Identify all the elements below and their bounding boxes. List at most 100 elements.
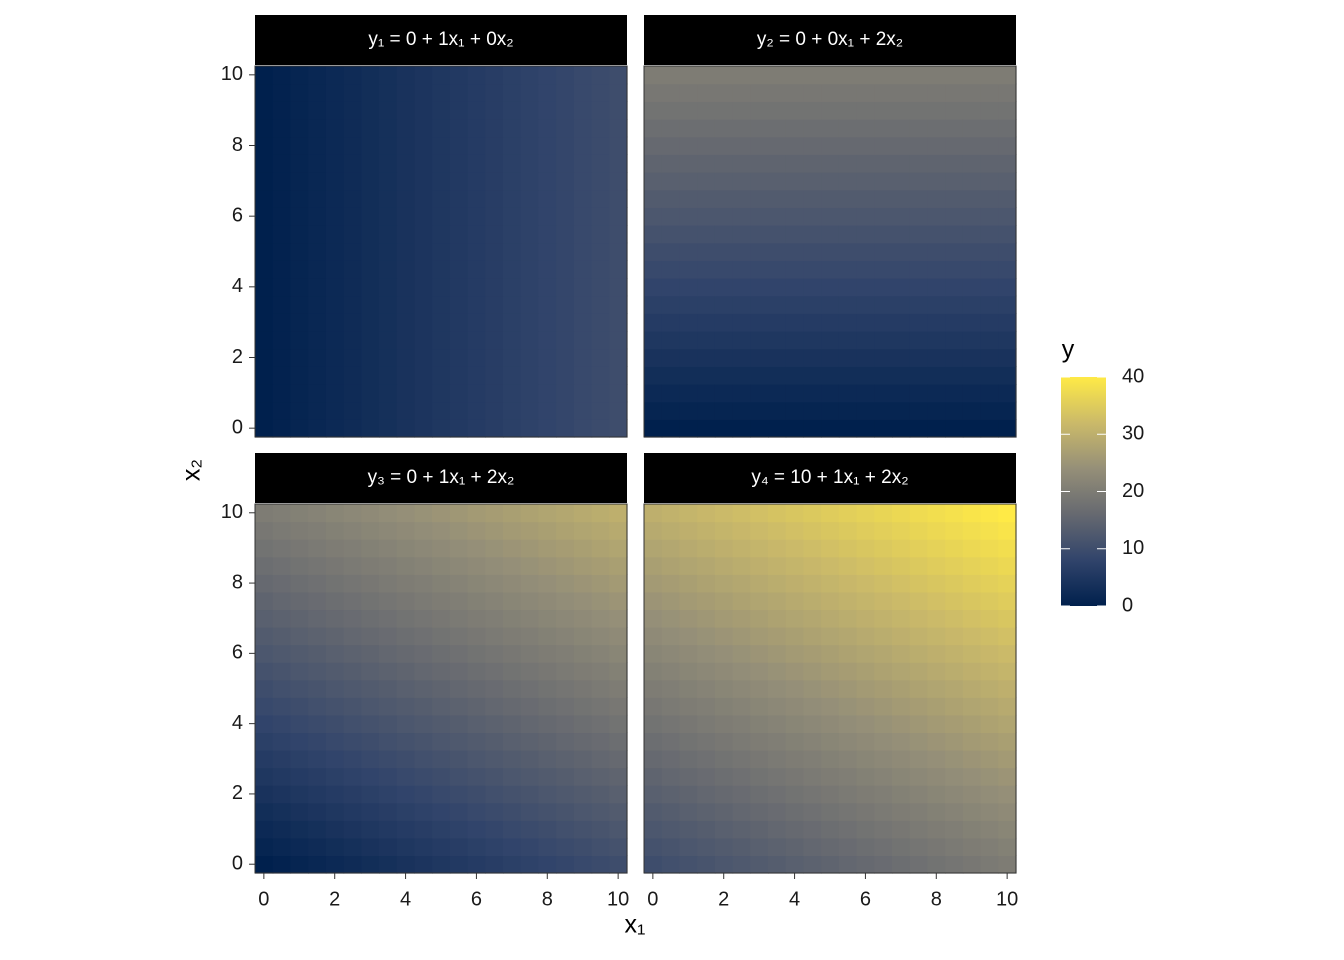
heat-tile bbox=[520, 348, 540, 367]
heat-tile bbox=[732, 504, 751, 523]
heat-tile bbox=[962, 644, 982, 663]
heat-tile bbox=[609, 785, 628, 804]
heat-tile bbox=[432, 855, 451, 874]
heat-tile bbox=[679, 225, 698, 244]
heat-tile bbox=[803, 313, 822, 332]
heat-tile bbox=[732, 644, 751, 663]
heat-tile bbox=[838, 136, 858, 155]
heat-tile bbox=[414, 189, 433, 208]
heat-tile bbox=[414, 172, 433, 191]
heat-tile bbox=[325, 119, 345, 138]
heat-tile bbox=[768, 837, 787, 857]
y-tick-label: 2 bbox=[232, 782, 243, 804]
heat-tile bbox=[609, 101, 628, 120]
heat-tile bbox=[308, 225, 327, 244]
heat-tile bbox=[732, 313, 751, 332]
heat-tile bbox=[379, 348, 398, 367]
heat-tile bbox=[538, 154, 557, 173]
heat-tile bbox=[573, 172, 593, 191]
heat-tile bbox=[714, 627, 734, 646]
heat-tile bbox=[308, 574, 327, 593]
heat-tile bbox=[750, 539, 769, 558]
heat-tile bbox=[785, 767, 805, 786]
heat-tile bbox=[821, 714, 840, 734]
heat-tile bbox=[856, 384, 875, 403]
heat-tile bbox=[503, 609, 522, 628]
heat-tile bbox=[856, 295, 875, 314]
heat-tile bbox=[714, 714, 734, 734]
heat-tile bbox=[821, 242, 840, 261]
heat-tile bbox=[308, 556, 327, 575]
heat-tile bbox=[856, 837, 875, 857]
heat-tile bbox=[750, 419, 769, 438]
heat-tile bbox=[414, 154, 433, 173]
heat-tile bbox=[661, 627, 681, 646]
heat-tile bbox=[556, 278, 575, 297]
heat-tile bbox=[644, 172, 663, 191]
heat-tile bbox=[361, 767, 380, 786]
heat-tile bbox=[980, 837, 999, 857]
heat-tile bbox=[838, 189, 858, 208]
y-tick-label: 2 bbox=[232, 346, 243, 368]
heat-tile bbox=[998, 591, 1017, 611]
heat-tile bbox=[732, 295, 751, 314]
heat-tile bbox=[609, 366, 628, 385]
heat-tile bbox=[255, 697, 274, 716]
heat-tile bbox=[467, 732, 486, 751]
heat-tile bbox=[768, 207, 787, 226]
heat-tile bbox=[909, 101, 929, 120]
heat-tile bbox=[892, 313, 911, 332]
heat-tile bbox=[892, 348, 911, 367]
heat-tile bbox=[998, 83, 1017, 102]
heat-tile bbox=[272, 313, 292, 332]
heat-tile bbox=[927, 539, 946, 558]
heat-tile bbox=[343, 278, 362, 297]
y-tick-label: 10 bbox=[221, 501, 243, 523]
heat-tile bbox=[838, 313, 858, 332]
heat-tile bbox=[503, 627, 522, 646]
heat-tile bbox=[609, 172, 628, 191]
heat-tile bbox=[432, 556, 451, 575]
heat-tile bbox=[856, 521, 875, 540]
heat-tile bbox=[379, 504, 398, 523]
heat-tile bbox=[909, 644, 929, 663]
heat-tile bbox=[449, 348, 469, 367]
heat-tile bbox=[379, 119, 398, 138]
heat-tile bbox=[361, 207, 380, 226]
heat-tile bbox=[714, 384, 734, 403]
heat-tile bbox=[308, 260, 327, 279]
heat-tile bbox=[485, 591, 504, 611]
heat-tile bbox=[343, 504, 362, 523]
heat-tile bbox=[414, 119, 433, 138]
heat-tile bbox=[609, 504, 628, 523]
heat-tile bbox=[697, 189, 716, 208]
heat-tile bbox=[272, 136, 292, 155]
heat-tile bbox=[714, 83, 734, 102]
heat-tile bbox=[573, 384, 593, 403]
heat-tile bbox=[361, 802, 380, 821]
heat-tile bbox=[325, 189, 345, 208]
heat-tile bbox=[927, 837, 946, 857]
heat-tile bbox=[768, 697, 787, 716]
heat-tile bbox=[768, 855, 787, 874]
heat-tile bbox=[909, 767, 929, 786]
heat-tile bbox=[909, 66, 929, 85]
heat-tile bbox=[750, 521, 769, 540]
heat-tile bbox=[255, 66, 274, 85]
heat-tile bbox=[892, 539, 911, 558]
heat-tile bbox=[732, 855, 751, 874]
heat-tile bbox=[485, 556, 504, 575]
heat-tile bbox=[750, 609, 769, 628]
heat-tile bbox=[998, 697, 1017, 716]
heat-tile bbox=[609, 574, 628, 593]
heat-tile bbox=[343, 242, 362, 261]
heat-tile bbox=[750, 697, 769, 716]
heat-tile bbox=[573, 119, 593, 138]
heat-tile bbox=[272, 366, 292, 385]
heat-tile bbox=[909, 119, 929, 138]
heat-tile bbox=[874, 295, 893, 314]
heat-tile bbox=[396, 627, 416, 646]
heat-tile bbox=[556, 384, 575, 403]
heat-tile bbox=[325, 750, 345, 769]
heat-tile bbox=[909, 802, 929, 821]
